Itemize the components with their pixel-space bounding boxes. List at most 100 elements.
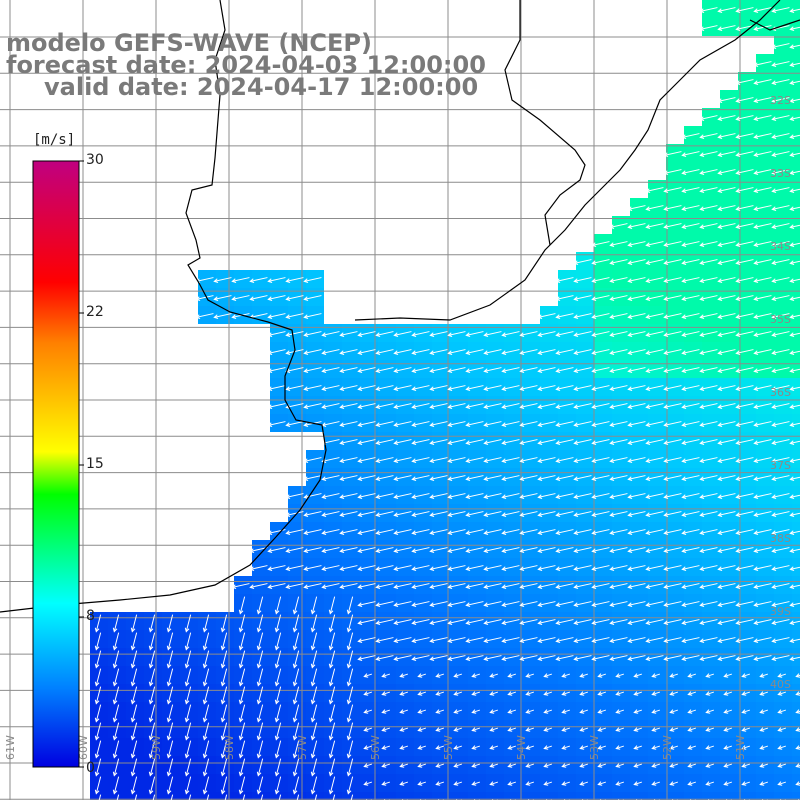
speed-cell	[792, 234, 800, 252]
wind-arrow	[231, 277, 250, 283]
wind-arrow	[501, 403, 520, 409]
wind-arrow	[663, 493, 682, 499]
wind-arrow	[267, 313, 286, 319]
wind-arrow	[771, 151, 790, 157]
wind-arrow	[609, 439, 628, 445]
wind-arrow	[735, 277, 754, 283]
wind-arrow	[471, 745, 481, 750]
wind-arrow	[148, 632, 156, 651]
wind-arrow	[627, 349, 646, 355]
wind-arrow	[213, 277, 232, 283]
wind-arrow	[238, 650, 246, 669]
wind-arrow	[627, 385, 646, 391]
wind-arrow	[705, 763, 715, 768]
wind-arrow	[591, 367, 610, 373]
wind-arrow	[681, 493, 700, 499]
wind-arrow	[393, 583, 412, 589]
wind-arrow	[663, 403, 682, 409]
wind-arrow	[627, 403, 646, 409]
wind-arrow	[555, 385, 574, 391]
wind-arrow	[555, 439, 574, 445]
wind-arrow	[94, 632, 102, 651]
wind-arrow	[501, 511, 520, 517]
wind-arrow	[328, 668, 336, 687]
speed-cell	[324, 792, 342, 800]
wind-arrow	[166, 704, 174, 723]
wind-arrow	[627, 439, 646, 445]
wind-arrow	[519, 529, 538, 535]
wind-arrow	[555, 601, 574, 607]
wind-arrow	[310, 632, 318, 651]
wind-arrow	[753, 25, 772, 31]
wind-arrow	[256, 776, 264, 795]
wind-arrow	[645, 223, 664, 229]
wind-arrow	[633, 745, 643, 750]
wind-arrow	[399, 763, 409, 768]
wind-arrow	[447, 493, 466, 499]
wind-arrow	[375, 565, 394, 571]
wind-arrow	[669, 763, 679, 768]
wind-arrow	[507, 763, 517, 768]
wind-arrow	[681, 637, 700, 643]
wind-arrow	[771, 547, 790, 553]
wind-arrow	[573, 421, 592, 427]
wind-arrow	[519, 475, 538, 481]
wind-arrow	[645, 475, 664, 481]
wind-arrow	[591, 547, 610, 553]
wind-arrow	[303, 529, 322, 535]
wind-arrow	[166, 758, 174, 777]
wind-arrow	[489, 709, 499, 714]
wind-arrow	[789, 206, 800, 211]
coastline	[0, 0, 800, 613]
wind-arrow	[753, 367, 772, 373]
wind-arrow	[519, 493, 538, 499]
wind-arrow	[202, 614, 210, 633]
speed-cell	[792, 648, 800, 666]
wind-arrow	[663, 385, 682, 391]
wind-arrow	[447, 565, 466, 571]
wind-arrow	[537, 385, 556, 391]
wind-arrow	[465, 529, 484, 535]
valid-date: valid date: 2024-04-17 12:00:00	[44, 73, 479, 101]
speed-cell	[540, 792, 558, 800]
wind-arrow	[94, 650, 102, 669]
wind-arrow	[645, 403, 664, 409]
wind-arrow	[651, 691, 661, 696]
wind-arrow	[411, 385, 430, 391]
wind-arrow	[303, 583, 322, 589]
wind-arrow	[220, 740, 228, 759]
wind-arrow	[429, 529, 448, 535]
wind-arrow	[753, 565, 772, 571]
wind-arrow	[321, 547, 340, 553]
wind-arrow	[525, 763, 535, 768]
wind-arrow	[471, 691, 481, 696]
wind-arrows	[94, 7, 800, 800]
wind-arrow	[591, 277, 610, 283]
wind-arrow	[681, 529, 700, 535]
wind-arrow	[771, 79, 790, 85]
wind-arrow	[753, 655, 772, 661]
wind-arrow	[753, 295, 772, 301]
wind-arrow	[489, 673, 499, 678]
wind-arrow	[519, 565, 538, 571]
wind-arrow	[435, 763, 445, 768]
wind-arrow	[339, 457, 358, 463]
wind-arrow	[663, 439, 682, 445]
wind-arrow	[615, 763, 625, 768]
wind-arrow	[645, 331, 664, 337]
wind-arrow	[597, 781, 607, 786]
wind-arrow	[483, 511, 502, 517]
wind-arrow	[699, 349, 718, 355]
wind-arrow	[555, 295, 574, 301]
wind-arrow	[573, 295, 592, 301]
wind-arrow	[717, 97, 736, 103]
wind-arrow	[789, 404, 800, 409]
wind-arrow	[609, 421, 628, 427]
wind-arrow	[112, 722, 120, 741]
wind-arrow	[645, 583, 664, 589]
wind-arrow	[483, 421, 502, 427]
wind-arrow	[292, 614, 300, 633]
wind-arrow	[645, 187, 664, 193]
wind-arrow	[465, 421, 484, 427]
wind-arrow	[609, 655, 628, 661]
